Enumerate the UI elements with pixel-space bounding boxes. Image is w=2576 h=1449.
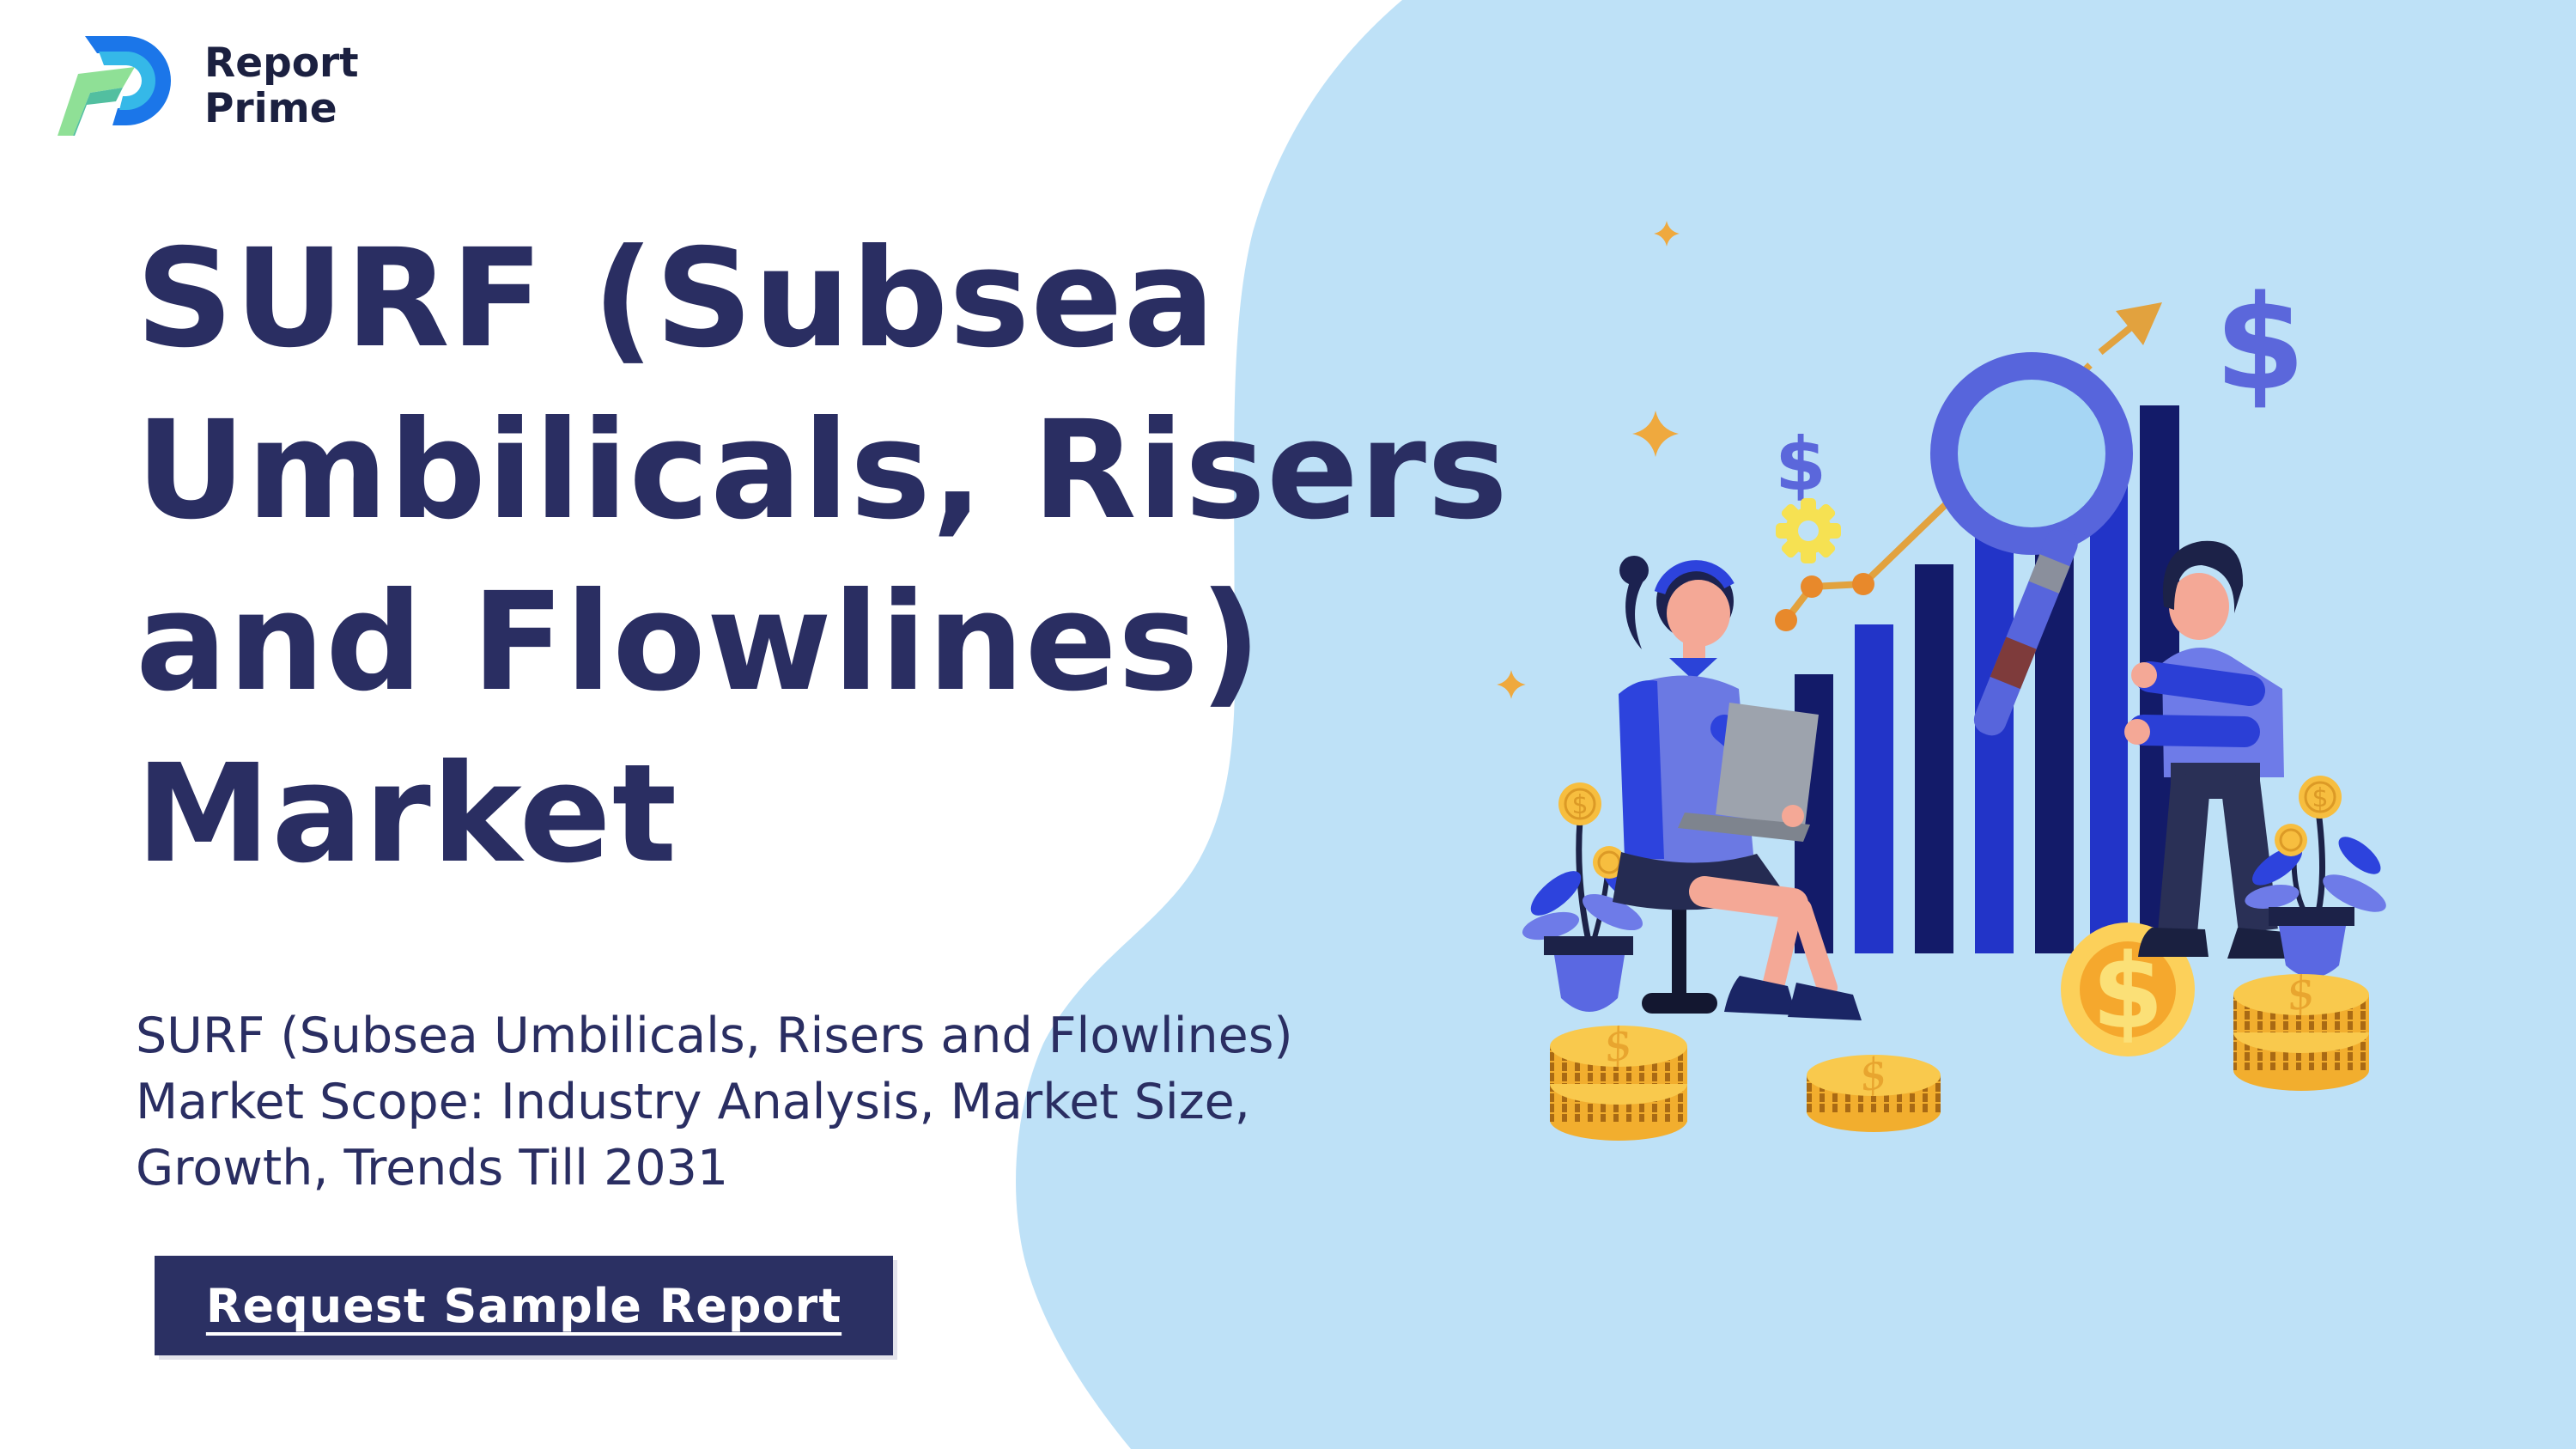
coin-stack-icon: $ — [1807, 1048, 1941, 1132]
page-title: SURF (Subsea Umbilicals, Risers and Flow… — [136, 220, 1510, 893]
brand-name: Report Prime — [204, 40, 359, 131]
gear-icon — [1776, 498, 1841, 563]
money-plant-icon: $ — [1522, 782, 1646, 1012]
coin-stack-icon: $ — [2233, 966, 2369, 1091]
dollar-sign-icon: $ — [1775, 422, 1826, 508]
sparkle-icon — [1632, 411, 1679, 457]
brand-line-2: Prime — [204, 85, 337, 132]
request-sample-report-button[interactable]: Request Sample Report — [155, 1256, 893, 1355]
money-plant-icon: $ — [2245, 776, 2386, 977]
report-prime-logo-icon — [58, 36, 171, 136]
dollar-sign-icon: $ — [2215, 267, 2306, 419]
laptop-icon — [1678, 703, 1819, 842]
magnifying-glass-icon — [1930, 352, 2133, 736]
businessman-illustration — [2124, 540, 2300, 959]
svg-text:$: $ — [2312, 783, 2328, 813]
svg-text:$: $ — [1571, 790, 1588, 820]
request-sample-report-label: Request Sample Report — [205, 1278, 842, 1333]
brand-line-1: Report — [204, 40, 359, 87]
sparkle-icon — [1654, 221, 1680, 247]
coin-stack-icon: $ — [1550, 1018, 1687, 1141]
growth-arrow-icon — [2098, 302, 2162, 356]
sparkle-icon — [1497, 670, 1526, 699]
page-subtitle: SURF (Subsea Umbilicals, Risers and Flow… — [136, 1008, 1293, 1196]
logo[interactable]: Report Prime — [45, 26, 359, 146]
